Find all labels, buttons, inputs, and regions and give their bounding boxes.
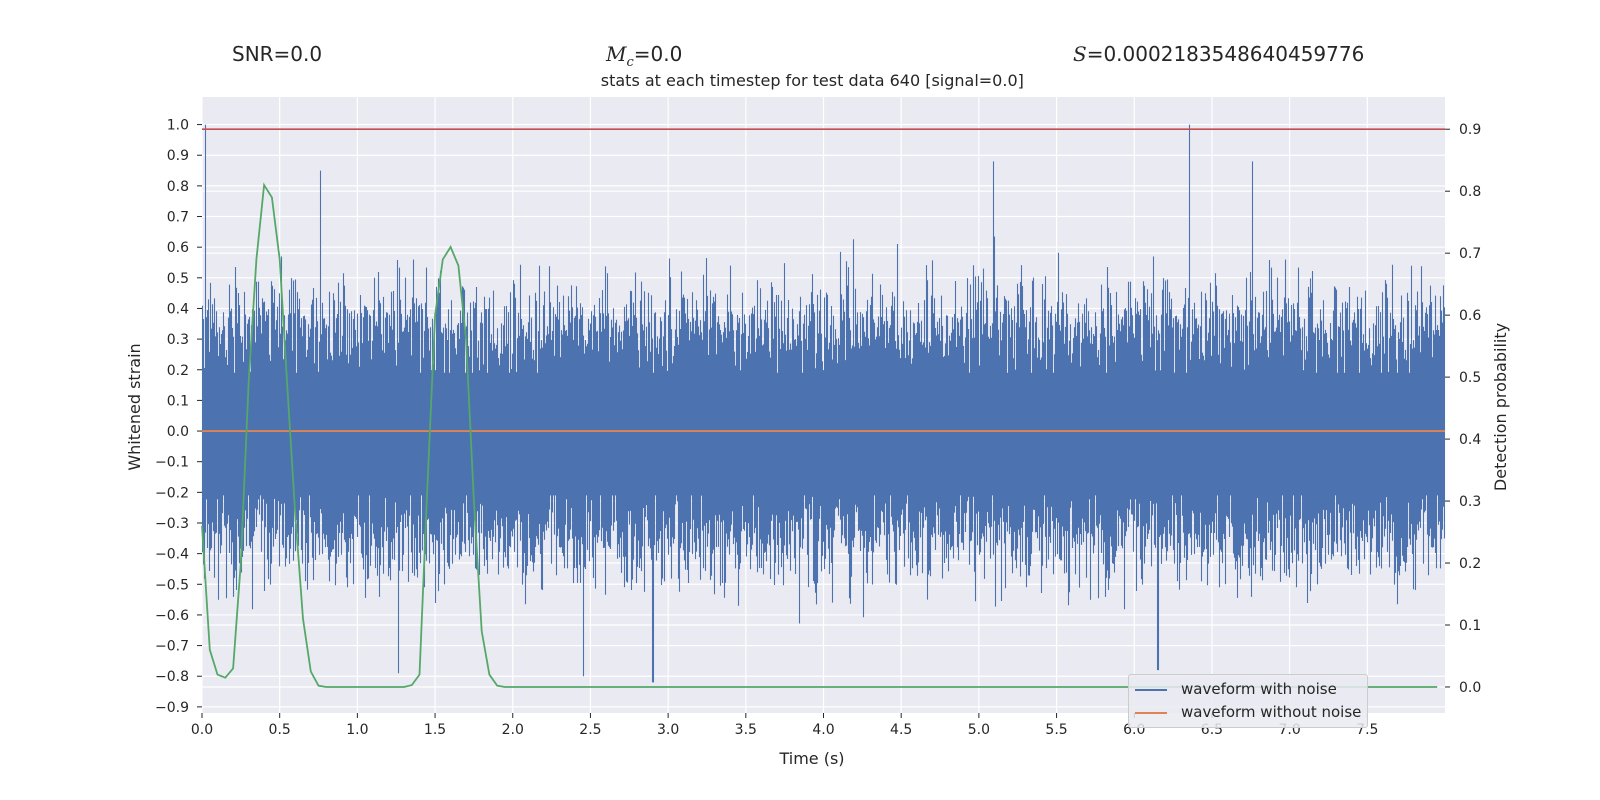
y2-tick-label: 0.3: [1459, 494, 1481, 510]
y-tick-label: −0.4: [155, 547, 189, 563]
y2-tick-label: 0.6: [1459, 308, 1481, 324]
y-tick-label: 0.5: [167, 271, 189, 287]
y-tick-label: −0.5: [155, 577, 189, 593]
noise-core-band: [202, 372, 1445, 496]
chirp-mass-symbol: M: [606, 42, 627, 66]
chart-title-text: stats at each timestep for test data 640…: [600, 71, 1024, 90]
y-tick-label: −0.1: [155, 455, 189, 471]
stat-s-label: S=0.0002183548640459776: [1073, 42, 1364, 66]
x-axis-label: Time (s): [778, 749, 844, 768]
x-tick-label: 5.5: [1045, 722, 1067, 738]
y-tick-label: −0.9: [155, 700, 189, 716]
y-tick-label: 0.1: [167, 393, 189, 409]
y-tick-label: −0.8: [155, 669, 189, 685]
y-tick-label: −0.7: [155, 639, 189, 655]
y2-tick-label: 0.5: [1459, 370, 1481, 386]
y2-axis-label: Detection probability: [1491, 323, 1510, 491]
x-tick-label: 3.5: [735, 722, 757, 738]
x-tick-label: 2.0: [502, 722, 524, 738]
y-tick-label: 0.8: [167, 179, 189, 195]
y2-axis-ticks: 0.9 0.8 0.7 0.6 0.5 0.4 0.3 0.2 0.1 0.0: [1445, 122, 1481, 696]
y-tick-label: 0.3: [167, 332, 189, 348]
y-axis-label: Whitened strain: [125, 343, 144, 470]
legend-label-noise: waveform with noise: [1181, 680, 1337, 698]
chirp-mass-label: Mc=0.0: [606, 42, 682, 70]
legend-swatch-noise: [1135, 689, 1167, 691]
x-tick-label: 4.5: [890, 722, 912, 738]
y-tick-label: −0.3: [155, 516, 189, 532]
x-tick-label: 4.0: [812, 722, 834, 738]
chirp-mass-subscript: c: [626, 55, 634, 70]
x-tick-label: 0.5: [269, 722, 291, 738]
legend: waveform with noise waveform without noi…: [1128, 674, 1368, 728]
y-tick-label: 0.2: [167, 363, 189, 379]
y-tick-label: −0.6: [155, 608, 189, 624]
y-tick-label: 0.9: [167, 148, 189, 164]
stat-s-symbol: S: [1073, 42, 1087, 66]
y-axis-ticks: 1.0 0.9 0.8 0.7 0.6 0.5 0.4 0.3 0.2 0.1 0.0 −0.1 −0.…: [155, 118, 202, 716]
y-tick-label: 0.4: [167, 301, 189, 317]
x-tick-label: 1.5: [424, 722, 446, 738]
y2-tick-label: 0.9: [1459, 122, 1481, 138]
y2-tick-label: 0.1: [1459, 618, 1481, 634]
detection-probability-line: [201, 182, 1438, 688]
stat-s-value: =0.0002183548640459776: [1086, 42, 1365, 66]
waveform-with-noise-series: [201, 124, 1446, 683]
chirp-mass-value: =0.0: [633, 42, 683, 66]
y2-tick-label: 0.0: [1459, 680, 1481, 696]
legend-label-clean: waveform without noise: [1181, 703, 1362, 721]
y2-tick-label: 0.7: [1459, 246, 1481, 262]
y2-tick-label: 0.4: [1459, 432, 1481, 448]
y-tick-label: 0.0: [167, 424, 189, 440]
x-tick-label: 0.0: [191, 722, 213, 738]
snr-label: SNR=0.0: [232, 42, 323, 66]
y-tick-label: 1.0: [167, 118, 189, 134]
y2-tick-label: 0.2: [1459, 556, 1481, 572]
y-tick-label: 0.6: [167, 240, 189, 256]
x-tick-label: 2.5: [579, 722, 601, 738]
x-tick-label: 3.0: [657, 722, 679, 738]
x-tick-label: 1.0: [346, 722, 368, 738]
detection-probability-series: [201, 182, 1438, 688]
y-tick-label: 0.7: [167, 210, 189, 226]
y2-tick-label: 0.8: [1459, 184, 1481, 200]
x-tick-label: 5.0: [968, 722, 990, 738]
legend-swatch-clean: [1135, 712, 1167, 714]
y-tick-label: −0.2: [155, 485, 189, 501]
